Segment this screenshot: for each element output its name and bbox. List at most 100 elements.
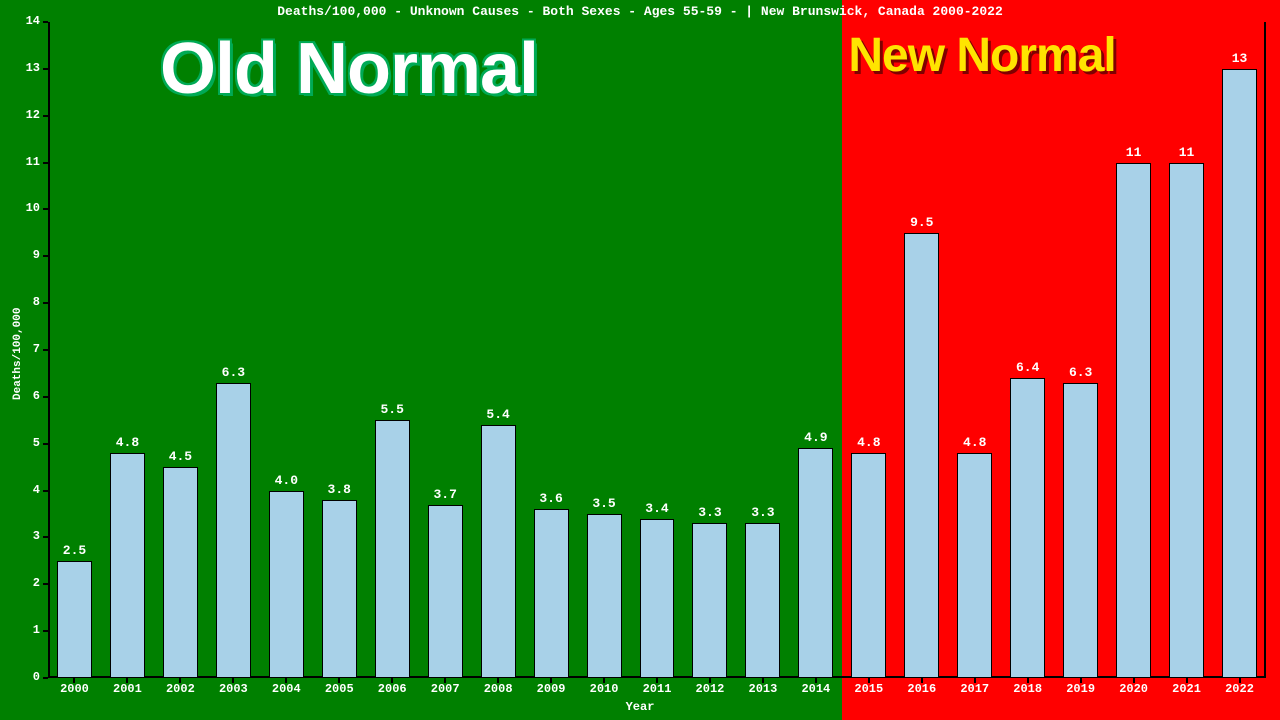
bar-value-label: 4.8 (857, 435, 880, 450)
y-tick-mark (43, 443, 48, 445)
bar (216, 383, 251, 678)
y-tick-label: 10 (26, 201, 40, 215)
x-tick-label: 2019 (1066, 682, 1095, 696)
y-tick-label: 12 (26, 108, 40, 122)
bar (57, 561, 92, 678)
x-tick-mark (1080, 678, 1082, 683)
x-tick-label: 2015 (854, 682, 883, 696)
bar-value-label: 4.8 (963, 435, 986, 450)
y-axis-label: Deaths/100,000 (12, 308, 24, 400)
y-tick-label: 14 (26, 14, 40, 28)
x-tick-mark (550, 678, 552, 683)
y-tick-mark (43, 396, 48, 398)
x-tick-label: 2006 (378, 682, 407, 696)
bar-value-label: 5.5 (381, 402, 404, 417)
x-axis-label: Year (626, 700, 655, 714)
x-tick-mark (815, 678, 817, 683)
x-tick-mark (974, 678, 976, 683)
annotation-old-normal: Old Normal (160, 28, 538, 110)
y-tick-label: 3 (33, 529, 40, 543)
x-tick-mark (762, 678, 764, 683)
bar (692, 523, 727, 678)
x-tick-label: 2010 (590, 682, 619, 696)
x-tick-label: 2004 (272, 682, 301, 696)
y-tick-mark (43, 255, 48, 257)
x-tick-label: 2007 (431, 682, 460, 696)
x-tick-label: 2014 (801, 682, 830, 696)
x-tick-mark (126, 678, 128, 683)
bar-value-label: 4.9 (804, 430, 827, 445)
bar-value-label: 3.3 (751, 505, 774, 520)
bar (428, 505, 463, 678)
bar (587, 514, 622, 678)
bar-value-label: 13 (1232, 51, 1248, 66)
bar (904, 233, 939, 678)
bar (1116, 163, 1151, 678)
bar-value-label: 11 (1179, 145, 1195, 160)
y-tick-mark (43, 208, 48, 210)
bar-value-label: 4.0 (275, 473, 298, 488)
bar (110, 453, 145, 678)
y-tick-mark (43, 630, 48, 632)
y-tick-label: 0 (33, 670, 40, 684)
bar-value-label: 3.6 (539, 491, 562, 506)
x-tick-mark (285, 678, 287, 683)
y-tick-mark (43, 115, 48, 117)
y-tick-mark (43, 583, 48, 585)
bar (481, 425, 516, 678)
bar-value-label: 3.8 (328, 482, 351, 497)
bar (745, 523, 780, 678)
x-tick-label: 2013 (749, 682, 778, 696)
y-tick-mark (43, 677, 48, 679)
x-tick-label: 2021 (1172, 682, 1201, 696)
bar-value-label: 2.5 (63, 543, 86, 558)
y-tick-label: 2 (33, 576, 40, 590)
x-tick-label: 2009 (537, 682, 566, 696)
bar-value-label: 6.3 (222, 365, 245, 380)
x-tick-label: 2017 (960, 682, 989, 696)
x-tick-mark (1186, 678, 1188, 683)
bar-value-label: 6.3 (1069, 365, 1092, 380)
bar-value-label: 3.4 (645, 501, 668, 516)
y-tick-label: 5 (33, 436, 40, 450)
bar (163, 467, 198, 678)
x-tick-mark (868, 678, 870, 683)
y-tick-label: 4 (33, 483, 40, 497)
bar (375, 420, 410, 678)
x-tick-label: 2018 (1013, 682, 1042, 696)
y-axis-line-right (1264, 22, 1266, 678)
x-tick-label: 2005 (325, 682, 354, 696)
y-tick-label: 6 (33, 389, 40, 403)
bar-value-label: 5.4 (486, 407, 509, 422)
x-tick-mark (73, 678, 75, 683)
y-tick-label: 7 (33, 342, 40, 356)
bar (1010, 378, 1045, 678)
bar (322, 500, 357, 678)
x-tick-mark (603, 678, 605, 683)
bar (798, 448, 833, 678)
x-tick-mark (497, 678, 499, 683)
bar (851, 453, 886, 678)
x-tick-mark (921, 678, 923, 683)
bar (1063, 383, 1098, 678)
x-tick-label: 2002 (166, 682, 195, 696)
bar-value-label: 11 (1126, 145, 1142, 160)
y-tick-label: 1 (33, 623, 40, 637)
y-tick-label: 8 (33, 295, 40, 309)
bar (269, 491, 304, 678)
x-tick-mark (709, 678, 711, 683)
x-tick-label: 2011 (643, 682, 672, 696)
y-tick-mark (43, 302, 48, 304)
y-tick-mark (43, 536, 48, 538)
x-tick-mark (338, 678, 340, 683)
bar (1222, 69, 1257, 678)
y-tick-label: 11 (26, 155, 40, 169)
x-tick-label: 2022 (1225, 682, 1254, 696)
x-tick-mark (444, 678, 446, 683)
x-tick-mark (1239, 678, 1241, 683)
bar-value-label: 4.8 (116, 435, 139, 450)
bar-value-label: 4.5 (169, 449, 192, 464)
y-tick-label: 13 (26, 61, 40, 75)
x-tick-mark (656, 678, 658, 683)
y-tick-label: 9 (33, 248, 40, 262)
